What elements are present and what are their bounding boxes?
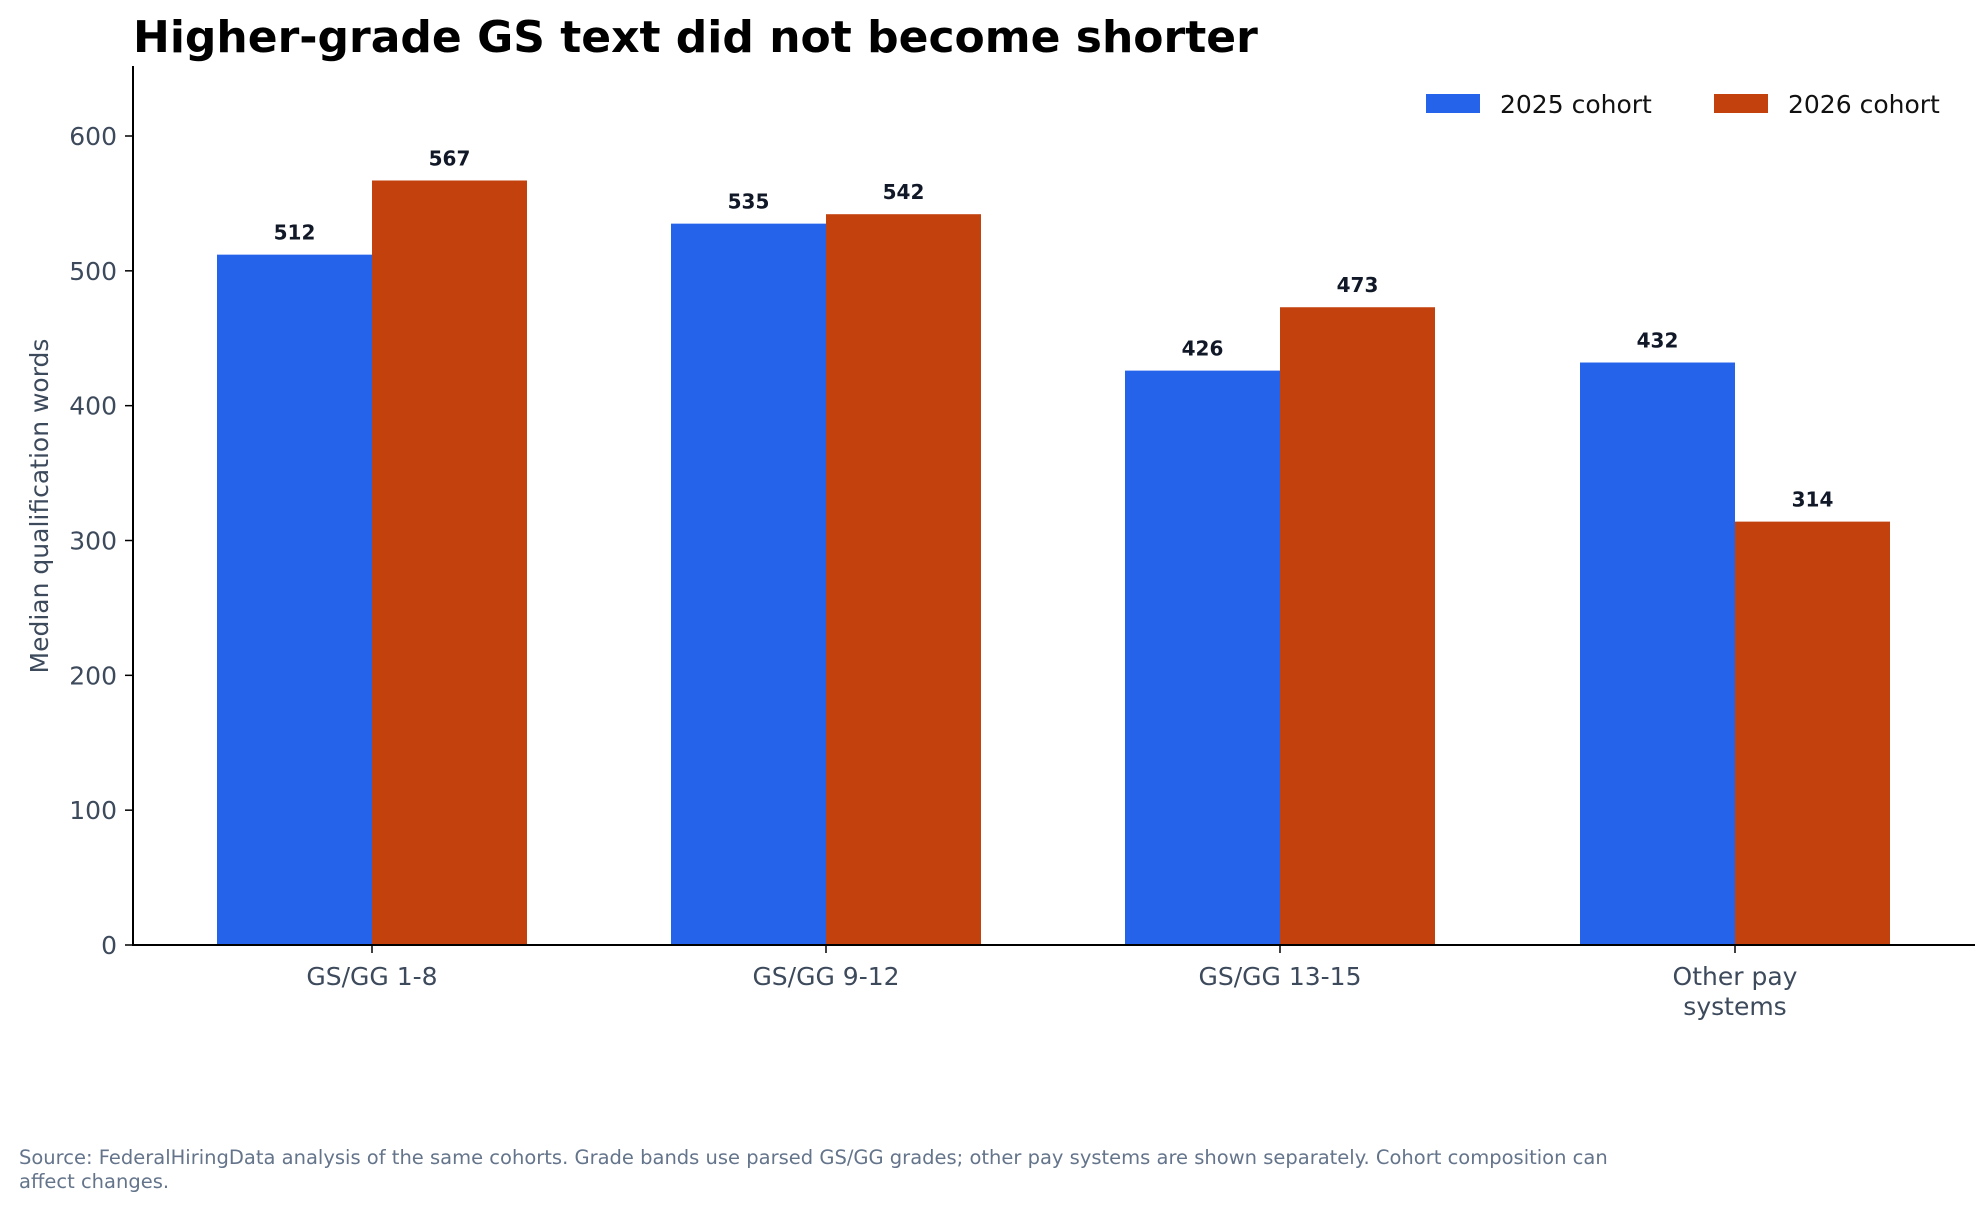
y-tick-label: 300 (69, 527, 117, 556)
bar-2026 (1735, 521, 1890, 945)
y-tick-label: 200 (69, 661, 117, 690)
x-tick-label: Other pay (1673, 962, 1798, 991)
source-note: Source: FederalHiringData analysis of th… (19, 1146, 1608, 1193)
y-tick-label: 500 (69, 257, 117, 286)
legend-label: 2026 cohort (1788, 90, 1940, 119)
bar-2026 (372, 180, 527, 945)
bar-2025 (1580, 362, 1735, 945)
y-tick-label: 0 (101, 931, 117, 960)
x-tick-label: GS/GG 9-12 (752, 962, 899, 991)
bar-value-label: 535 (728, 190, 770, 214)
legend: 2025 cohort 2026 cohort (1426, 90, 1940, 119)
y-tick-label: 400 (69, 392, 117, 421)
legend-swatch (1714, 94, 1768, 113)
y-axis-title: Median qualification words (25, 339, 54, 674)
legend-swatch (1426, 94, 1480, 113)
chart-title: Higher-grade GS text did not become shor… (133, 12, 1258, 63)
x-tick-label: systems (1683, 992, 1786, 1021)
bar-2026 (1280, 307, 1435, 945)
bar-value-label: 473 (1337, 273, 1379, 297)
bar-value-label: 542 (883, 180, 925, 204)
bar-value-label: 432 (1637, 329, 1679, 353)
bar-2025 (1125, 370, 1280, 945)
x-tick-label: GS/GG 1-8 (306, 962, 437, 991)
x-tick-label: GS/GG 13-15 (1198, 962, 1361, 991)
bar-2025 (671, 223, 826, 945)
bar-value-label: 567 (429, 146, 471, 170)
bar-value-label: 426 (1182, 337, 1224, 361)
bar-2025 (217, 254, 372, 946)
bar-value-label: 512 (274, 221, 316, 245)
bar-value-label: 314 (1792, 488, 1834, 512)
bar-2026 (826, 214, 981, 945)
y-tick-label: 100 (69, 796, 117, 825)
y-tick-label: 600 (69, 122, 117, 151)
legend-label: 2025 cohort (1500, 90, 1652, 119)
